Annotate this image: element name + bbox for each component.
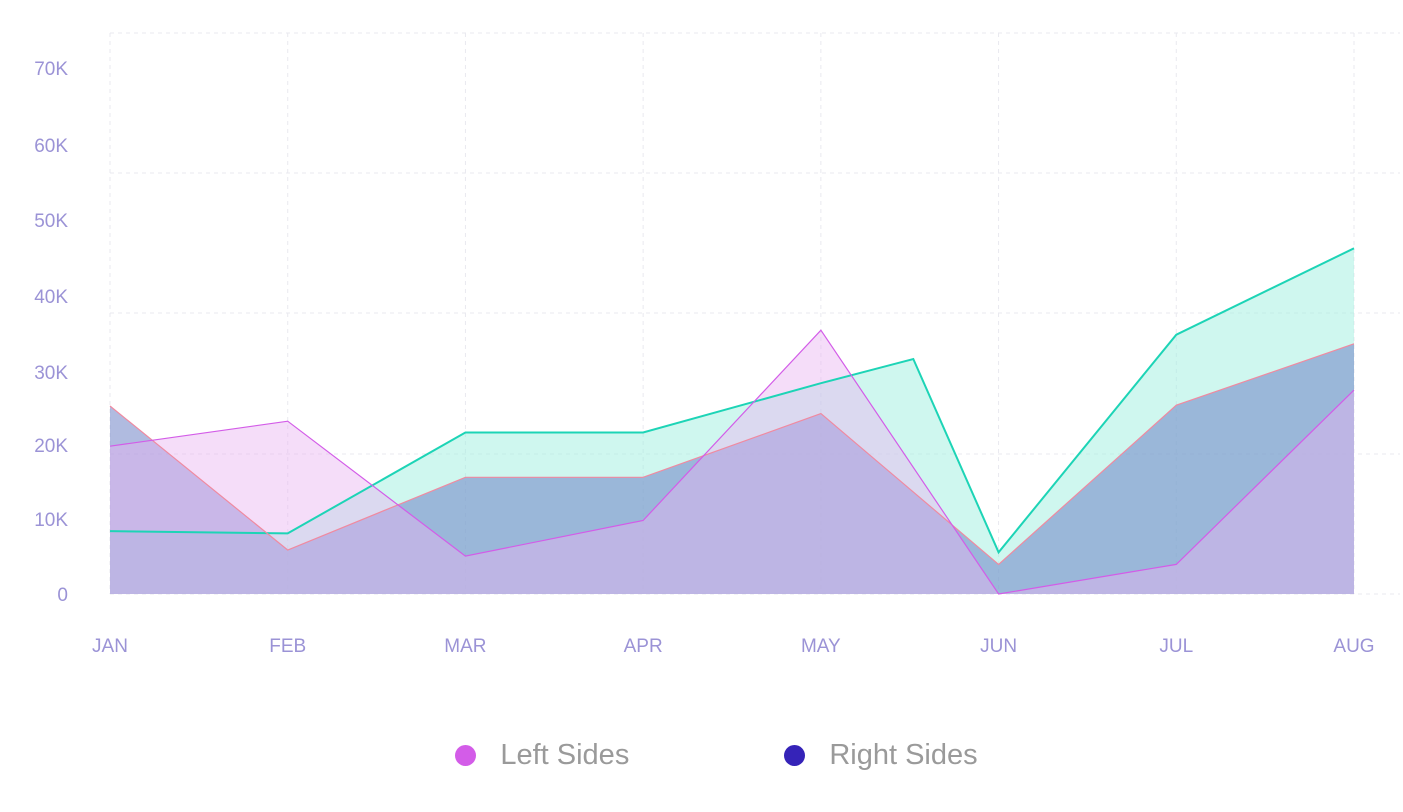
y-tick-label: 60K	[34, 136, 68, 157]
legend-marker-right-sides	[784, 744, 806, 766]
y-tick-label: 0	[57, 585, 68, 606]
y-tick-label: 30K	[34, 363, 68, 384]
series-lines	[109, 247, 1355, 595]
x-tick-label: MAR	[444, 636, 486, 657]
x-tick-label: JUN	[980, 636, 1017, 657]
legend-item-right-sides[interactable]: Right Sides	[784, 738, 978, 772]
x-axis-ticks: JAN FEB MAR APR MAY JUN JUL AUG	[92, 636, 1375, 657]
x-tick-label: APR	[624, 636, 663, 657]
legend-label-left-sides: Left Sides	[500, 738, 630, 771]
legend: Left Sides Right Sides	[0, 730, 1403, 780]
series-line-1	[109, 343, 1355, 566]
legend-label-right-sides: Right Sides	[829, 738, 978, 771]
x-tick-label: AUG	[1333, 636, 1374, 657]
y-tick-label: 50K	[34, 211, 68, 232]
y-tick-label: 40K	[34, 287, 68, 308]
series-line-2	[109, 247, 1355, 555]
x-tick-label: JUL	[1159, 636, 1193, 657]
y-tick-label: 20K	[34, 436, 68, 457]
x-tick-label: JAN	[92, 636, 128, 657]
y-tick-label: 70K	[34, 59, 68, 80]
series-area-1	[110, 343, 1354, 594]
y-axis-ticks: 0 10K 20K 30K 40K 50K 60K 70K	[34, 59, 68, 606]
series-areas	[110, 248, 1354, 595]
series-line-0	[109, 329, 1355, 595]
series-area-0	[110, 330, 1354, 594]
y-tick-label: 10K	[34, 510, 68, 531]
x-tick-label: FEB	[269, 636, 306, 657]
legend-marker-left-sides	[455, 744, 477, 766]
x-tick-label: MAY	[801, 636, 841, 657]
legend-item-left-sides[interactable]: Left Sides	[455, 739, 629, 772]
